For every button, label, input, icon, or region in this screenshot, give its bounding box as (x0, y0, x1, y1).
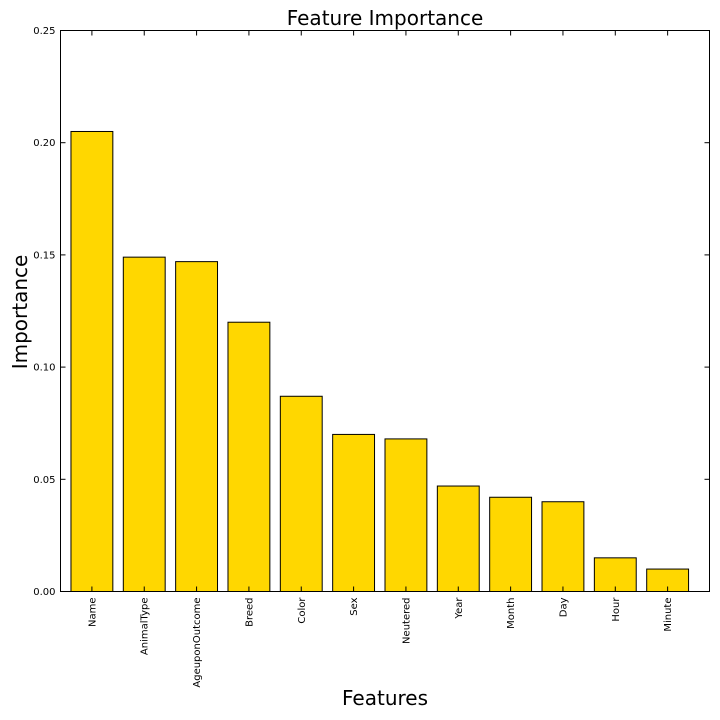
bar-day (541, 501, 585, 592)
x-tick-label: Hour (611, 597, 622, 622)
x-tick-label: AgeuponOutcome (192, 598, 203, 688)
x-tick-label: Sex (349, 597, 360, 615)
x-tick-label: Month (506, 598, 517, 629)
x-tick-label: Breed (244, 598, 255, 627)
x-tick-label: Neutered (401, 598, 412, 644)
y-tick-label: 0.25 (33, 26, 55, 37)
x-tick-label: Day (558, 597, 569, 617)
x-axis-ticks: Name AnimalType AgeuponOutcome Breed Color Se… (87, 30, 674, 688)
y-tick-label: 0.15 (33, 250, 55, 261)
x-tick-label: AnimalType (140, 598, 151, 656)
y-tick-label: 0.10 (33, 363, 55, 374)
bar-neutered (384, 438, 428, 592)
bar-year (436, 485, 480, 593)
x-axis-label: Features (342, 686, 428, 710)
x-tick-label: Minute (663, 598, 674, 632)
bar-month (489, 496, 533, 593)
bar-animaltype (122, 256, 166, 592)
bar-color (279, 395, 323, 592)
bar-ageuponoutcome (175, 261, 219, 592)
bar-breed (227, 321, 271, 592)
chart-title: Feature Importance (287, 6, 484, 30)
bar-hour (593, 557, 637, 593)
y-tick-label: 0.00 (33, 587, 55, 598)
bars-group (70, 130, 690, 593)
x-tick-label: Name (87, 598, 98, 628)
y-tick-label: 0.05 (33, 475, 55, 486)
y-axis-label: Importance (8, 255, 32, 370)
y-axis-ticks: 0.00 0.05 0.10 0.15 0.20 0.25 (33, 26, 710, 598)
plot-frame (60, 30, 710, 592)
bar-sex (332, 433, 376, 593)
x-tick-label: Color (297, 597, 308, 624)
y-tick-label: 0.20 (33, 138, 55, 149)
x-tick-label: Year (454, 597, 465, 620)
bar-name (70, 130, 114, 592)
